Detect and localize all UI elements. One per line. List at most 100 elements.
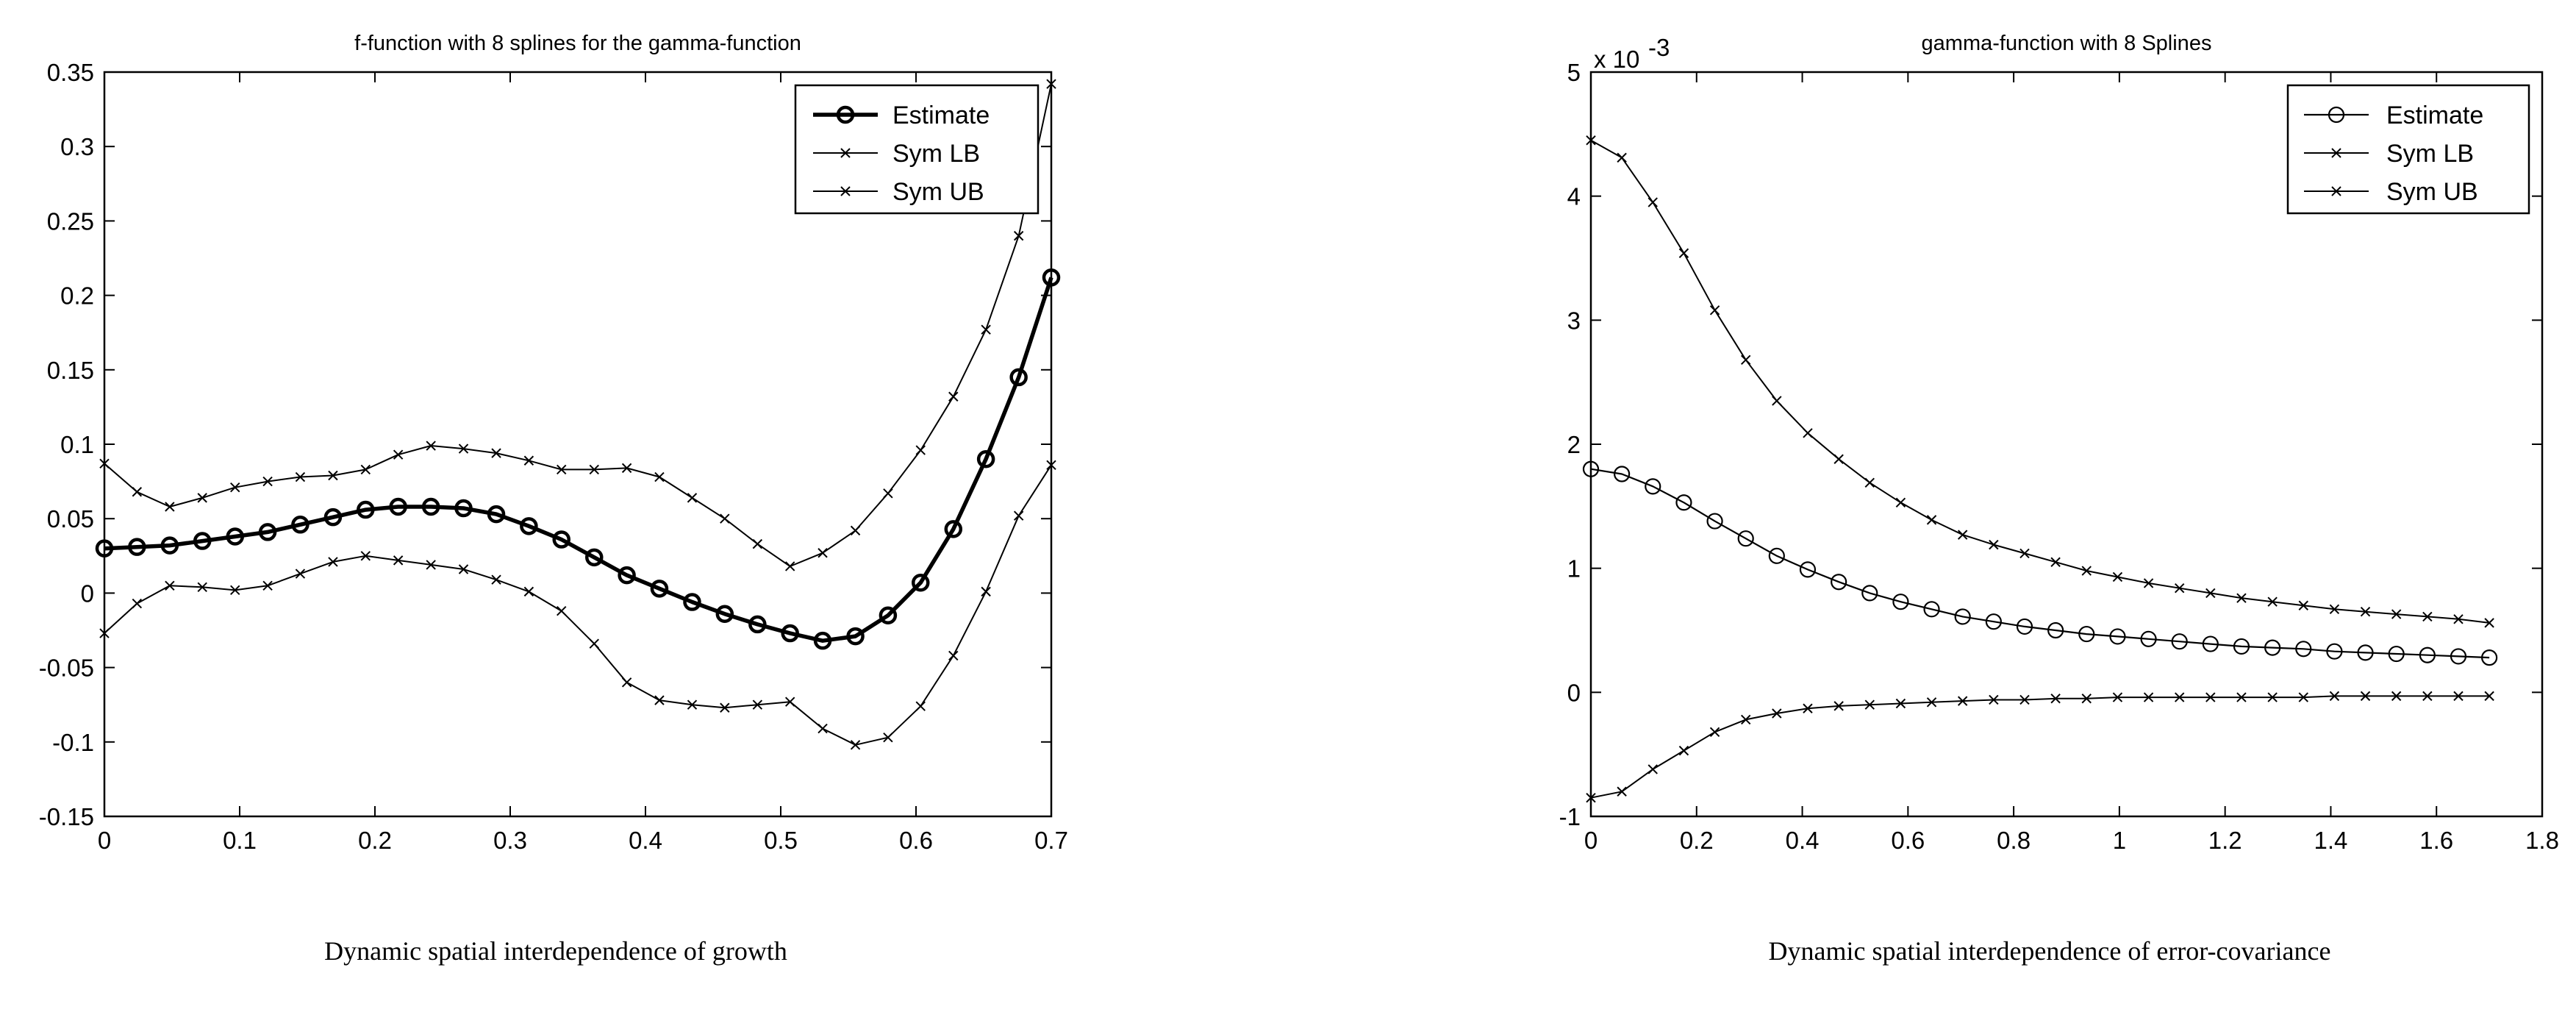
chart-1-xtick-label: 0 bbox=[98, 827, 111, 854]
chart-1-ytick-label: 0.05 bbox=[47, 505, 94, 532]
data-point bbox=[846, 627, 865, 646]
chart-2-xtick-label: 0.8 bbox=[1997, 827, 2031, 854]
chart-2-xtick-label: 1 bbox=[2113, 827, 2126, 854]
chart-2-y-scale-label: x 10 bbox=[1594, 46, 1639, 73]
data-point bbox=[2236, 692, 2247, 702]
legend-label: Sym LB bbox=[2386, 140, 2474, 168]
chart-1-xtick-label: 0.1 bbox=[223, 827, 257, 854]
data-point bbox=[1678, 745, 1689, 756]
data-point bbox=[357, 500, 375, 519]
data-point bbox=[621, 677, 632, 688]
caption-right: Dynamic spatial interdependence of error… bbox=[1768, 936, 2331, 966]
data-point bbox=[454, 499, 473, 518]
data-point bbox=[1895, 698, 1906, 709]
data-point bbox=[915, 701, 926, 711]
legend-marker bbox=[836, 105, 855, 124]
data-point bbox=[1989, 694, 1999, 705]
data-point bbox=[557, 464, 567, 475]
chart-2-ytick-label: -1 bbox=[1559, 803, 1581, 830]
data-point bbox=[2202, 635, 2219, 652]
data-point bbox=[1678, 248, 1689, 258]
series-line bbox=[104, 83, 1052, 567]
data-point bbox=[2205, 588, 2216, 599]
data-point bbox=[421, 497, 440, 516]
data-point bbox=[948, 391, 959, 402]
data-point bbox=[2360, 691, 2371, 702]
chart-1-ytick-label: -0.15 bbox=[39, 803, 94, 830]
chart-2-ytick-label: 2 bbox=[1567, 431, 1581, 458]
data-point bbox=[948, 650, 959, 661]
series-line bbox=[104, 277, 1053, 643]
data-point bbox=[491, 574, 501, 585]
data-point bbox=[2050, 694, 2061, 704]
data-point bbox=[720, 702, 730, 713]
data-point bbox=[1985, 613, 2002, 630]
data-point bbox=[2419, 646, 2436, 663]
data-point bbox=[557, 605, 567, 616]
data-point bbox=[1009, 368, 1028, 387]
data-point bbox=[426, 560, 436, 570]
chart-2-xtick-label: 1.8 bbox=[2525, 827, 2559, 854]
data-point bbox=[1831, 574, 1847, 591]
data-point bbox=[360, 464, 371, 475]
data-point bbox=[687, 493, 698, 503]
data-point bbox=[2019, 694, 2030, 705]
chart-1-ytick-label: 0.15 bbox=[47, 357, 94, 384]
data-point bbox=[262, 580, 273, 591]
data-point bbox=[2298, 692, 2308, 702]
data-point bbox=[1926, 697, 1937, 708]
data-point bbox=[1954, 608, 1971, 625]
data-point bbox=[784, 697, 795, 707]
data-point bbox=[1803, 428, 1813, 438]
chart-1-series-estimate bbox=[95, 268, 1061, 650]
data-point bbox=[1741, 714, 1751, 725]
data-point bbox=[2016, 618, 2033, 635]
chart-2: gamma-function with 8 Splines 0 0.2 0.4 0.6 0… bbox=[1559, 32, 2559, 854]
data-point bbox=[1833, 701, 1844, 711]
data-point bbox=[1614, 466, 1631, 482]
data-point bbox=[813, 631, 832, 650]
chart-2-xtick-label: 0.4 bbox=[1786, 827, 1820, 854]
data-point bbox=[879, 606, 898, 625]
data-point bbox=[2329, 691, 2340, 702]
data-point bbox=[1864, 477, 1875, 488]
data-point bbox=[687, 699, 698, 710]
data-point bbox=[2078, 625, 2095, 643]
chart-2-series-sym-lb bbox=[1586, 691, 2494, 803]
data-point bbox=[360, 551, 371, 561]
chart-2-ytick-label: 0 bbox=[1567, 679, 1581, 706]
data-point bbox=[2171, 633, 2188, 650]
data-point bbox=[491, 448, 501, 458]
data-point bbox=[160, 536, 179, 555]
series-line bbox=[1590, 139, 2490, 624]
data-point bbox=[981, 324, 991, 335]
data-point bbox=[1803, 703, 1813, 713]
data-point bbox=[197, 493, 207, 503]
data-point bbox=[230, 482, 240, 493]
data-point bbox=[585, 548, 604, 567]
chart-2-xtick-label: 1.6 bbox=[2419, 827, 2453, 854]
chart-2-ytick-label: 4 bbox=[1567, 183, 1581, 210]
data-point bbox=[2081, 566, 2092, 576]
data-point bbox=[915, 445, 926, 455]
data-point bbox=[1833, 454, 1844, 464]
data-point bbox=[2050, 557, 2061, 567]
data-point bbox=[1772, 708, 1782, 719]
data-point bbox=[1675, 494, 1692, 511]
chart-1-series-sym-lb bbox=[99, 460, 1056, 750]
chart-2-ytick-label: 5 bbox=[1567, 59, 1581, 86]
data-point bbox=[981, 586, 991, 597]
data-point bbox=[1647, 764, 1658, 774]
series-line bbox=[1590, 468, 2490, 659]
data-point bbox=[1864, 699, 1875, 710]
chart-1-xtick-label: 0.6 bbox=[899, 827, 933, 854]
chart-2-xtick-label: 1.2 bbox=[2208, 827, 2242, 854]
data-point bbox=[393, 555, 404, 566]
legend-label: Estimate bbox=[892, 101, 990, 129]
data-point bbox=[2481, 649, 2498, 666]
data-point bbox=[1741, 355, 1751, 366]
data-point bbox=[2422, 611, 2433, 622]
data-point bbox=[912, 573, 930, 592]
data-point bbox=[2236, 593, 2247, 603]
chart-2-xtick-label: 0.2 bbox=[1680, 827, 1714, 854]
